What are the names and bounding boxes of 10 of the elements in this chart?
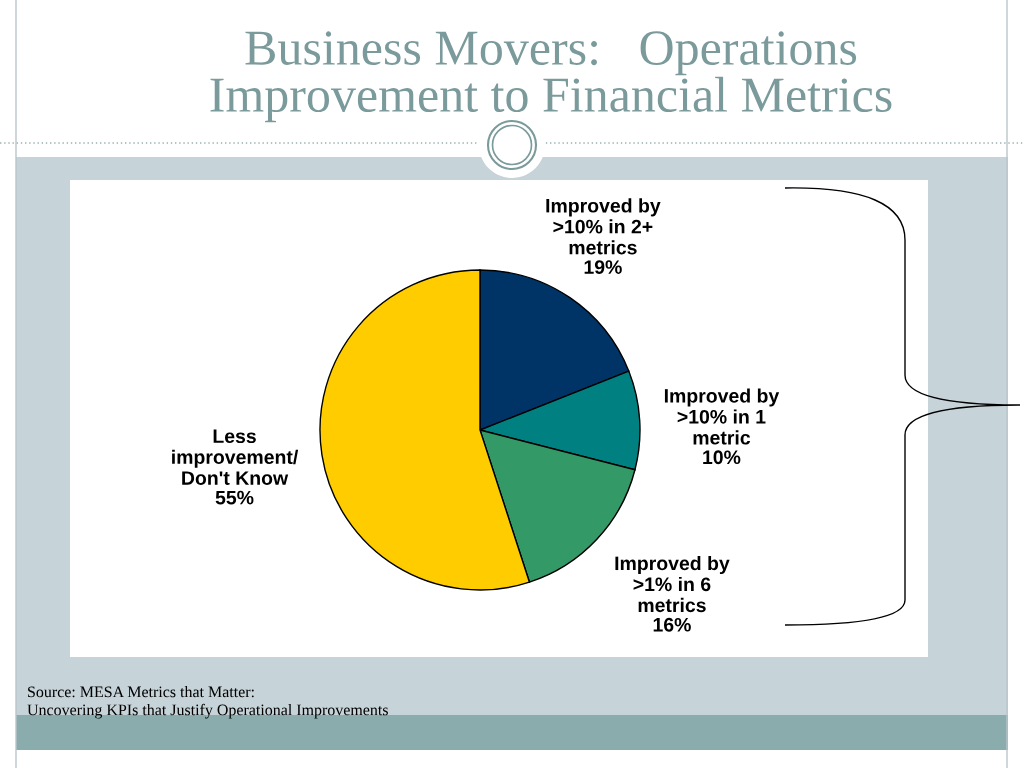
data-label: 19%: [584, 260, 622, 274]
slice-label: Improved by >1% in 6 metrics: [615, 555, 730, 613]
data-label: 16%: [653, 617, 691, 632]
source-note: Source: MESA Metrics that Matter: Uncovering KPIs that Justify Operational Improvements: [27, 686, 388, 719]
data-label: 55%: [215, 490, 254, 505]
slice-label: Improved by >10% in 2+ metrics: [546, 198, 661, 255]
slice-label: Improved by >10% in 1 metric: [664, 388, 780, 445]
slice-label: Less improvement/ Don't Know: [172, 429, 299, 485]
chart-title: Business Movers: Operations Improvement to Financial Metrics: [210, 31, 892, 123]
data-label: 10%: [703, 450, 741, 465]
